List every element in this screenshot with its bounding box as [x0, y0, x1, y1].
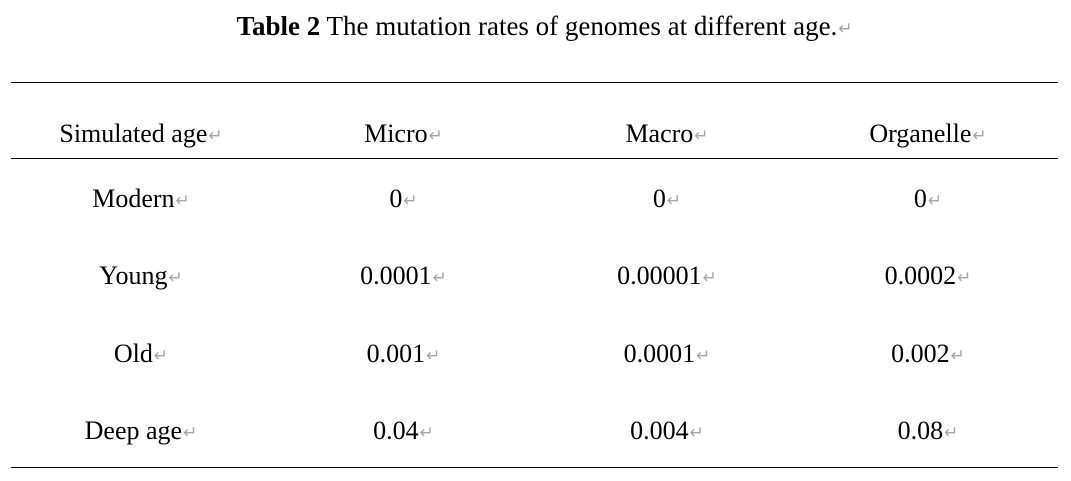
- table-row: Old↵ 0.001↵ 0.0001↵ 0.002↵: [11, 315, 1058, 393]
- table-bottom-rule: [11, 467, 1058, 468]
- column-header-macro: Macro↵: [625, 118, 709, 148]
- paragraph-mark-icon: ↵: [208, 125, 223, 146]
- table-cell: Old↵: [113, 338, 169, 368]
- table-row: Modern↵ 0↵ 0↵ 0↵: [11, 158, 1058, 238]
- paragraph-mark-icon: ↵: [403, 190, 418, 211]
- paragraph-mark-icon: ↵: [838, 19, 853, 39]
- table-header-rule: [11, 158, 1058, 159]
- caption-label: Table 2: [236, 11, 321, 41]
- paragraph-mark-icon: ↵: [666, 190, 682, 211]
- column-header-organelle: Organelle↵: [869, 118, 987, 148]
- paragraph-mark-icon: ↵: [419, 423, 434, 444]
- mutation-rates-table: Simulated age↵ Micro↵ Macro↵ Organelle↵ …: [11, 83, 1058, 470]
- paragraph-mark-icon: ↵: [927, 190, 943, 211]
- table-row: Deep age↵ 0.04↵ 0.004↵ 0.08↵: [11, 393, 1058, 471]
- table-row: Young↵ 0.0001↵ 0.00001↵ 0.0002↵: [11, 238, 1058, 316]
- paragraph-mark-icon: ↵: [168, 268, 183, 289]
- table-cell: 0↵: [652, 183, 682, 213]
- table-header-row: Simulated age↵ Micro↵ Macro↵ Organelle↵: [11, 83, 1058, 158]
- table-cell: 0.0002↵: [884, 261, 972, 291]
- paragraph-mark-icon: ↵: [432, 268, 447, 289]
- table-cell: Modern↵: [92, 183, 190, 213]
- paragraph-mark-icon: ↵: [702, 268, 717, 289]
- paragraph-mark-icon: ↵: [153, 345, 169, 366]
- paragraph-mark-icon: ↵: [183, 423, 198, 444]
- paragraph-mark-icon: ↵: [428, 125, 443, 146]
- paragraph-mark-icon: ↵: [689, 423, 704, 444]
- paragraph-mark-icon: ↵: [175, 190, 190, 211]
- paragraph-mark-icon: ↵: [696, 345, 711, 366]
- column-header-simulated-age: Simulated age↵: [59, 118, 223, 148]
- table-cell: 0.08↵: [897, 416, 959, 446]
- paragraph-mark-icon: ↵: [426, 345, 441, 366]
- table-cell: 0.04↵: [373, 416, 434, 446]
- paragraph-mark-icon: ↵: [694, 125, 709, 146]
- table-cell: 0.0001↵: [623, 338, 711, 368]
- paragraph-mark-icon: ↵: [950, 345, 965, 366]
- paragraph-mark-icon: ↵: [957, 268, 972, 289]
- table-cell: 0.0001↵: [360, 261, 447, 291]
- table-caption: Table 2 The mutation rates of genomes at…: [0, 9, 1071, 46]
- table-cell: 0.00001↵: [617, 261, 717, 291]
- table-top-rule: [11, 82, 1058, 83]
- column-header-micro: Micro↵: [364, 118, 443, 148]
- table-cell: 0↵: [913, 183, 943, 213]
- paragraph-mark-icon: ↵: [944, 423, 959, 444]
- table-cell: Young↵: [99, 261, 183, 291]
- table-cell: 0.002↵: [891, 338, 965, 368]
- table-cell: Deep age↵: [84, 416, 198, 446]
- table-cell: 0↵: [389, 183, 418, 213]
- table-cell: 0.004↵: [630, 416, 704, 446]
- paragraph-mark-icon: ↵: [972, 125, 987, 146]
- caption-text: The mutation rates of genomes at differe…: [326, 11, 838, 41]
- table-cell: 0.001↵: [366, 338, 441, 368]
